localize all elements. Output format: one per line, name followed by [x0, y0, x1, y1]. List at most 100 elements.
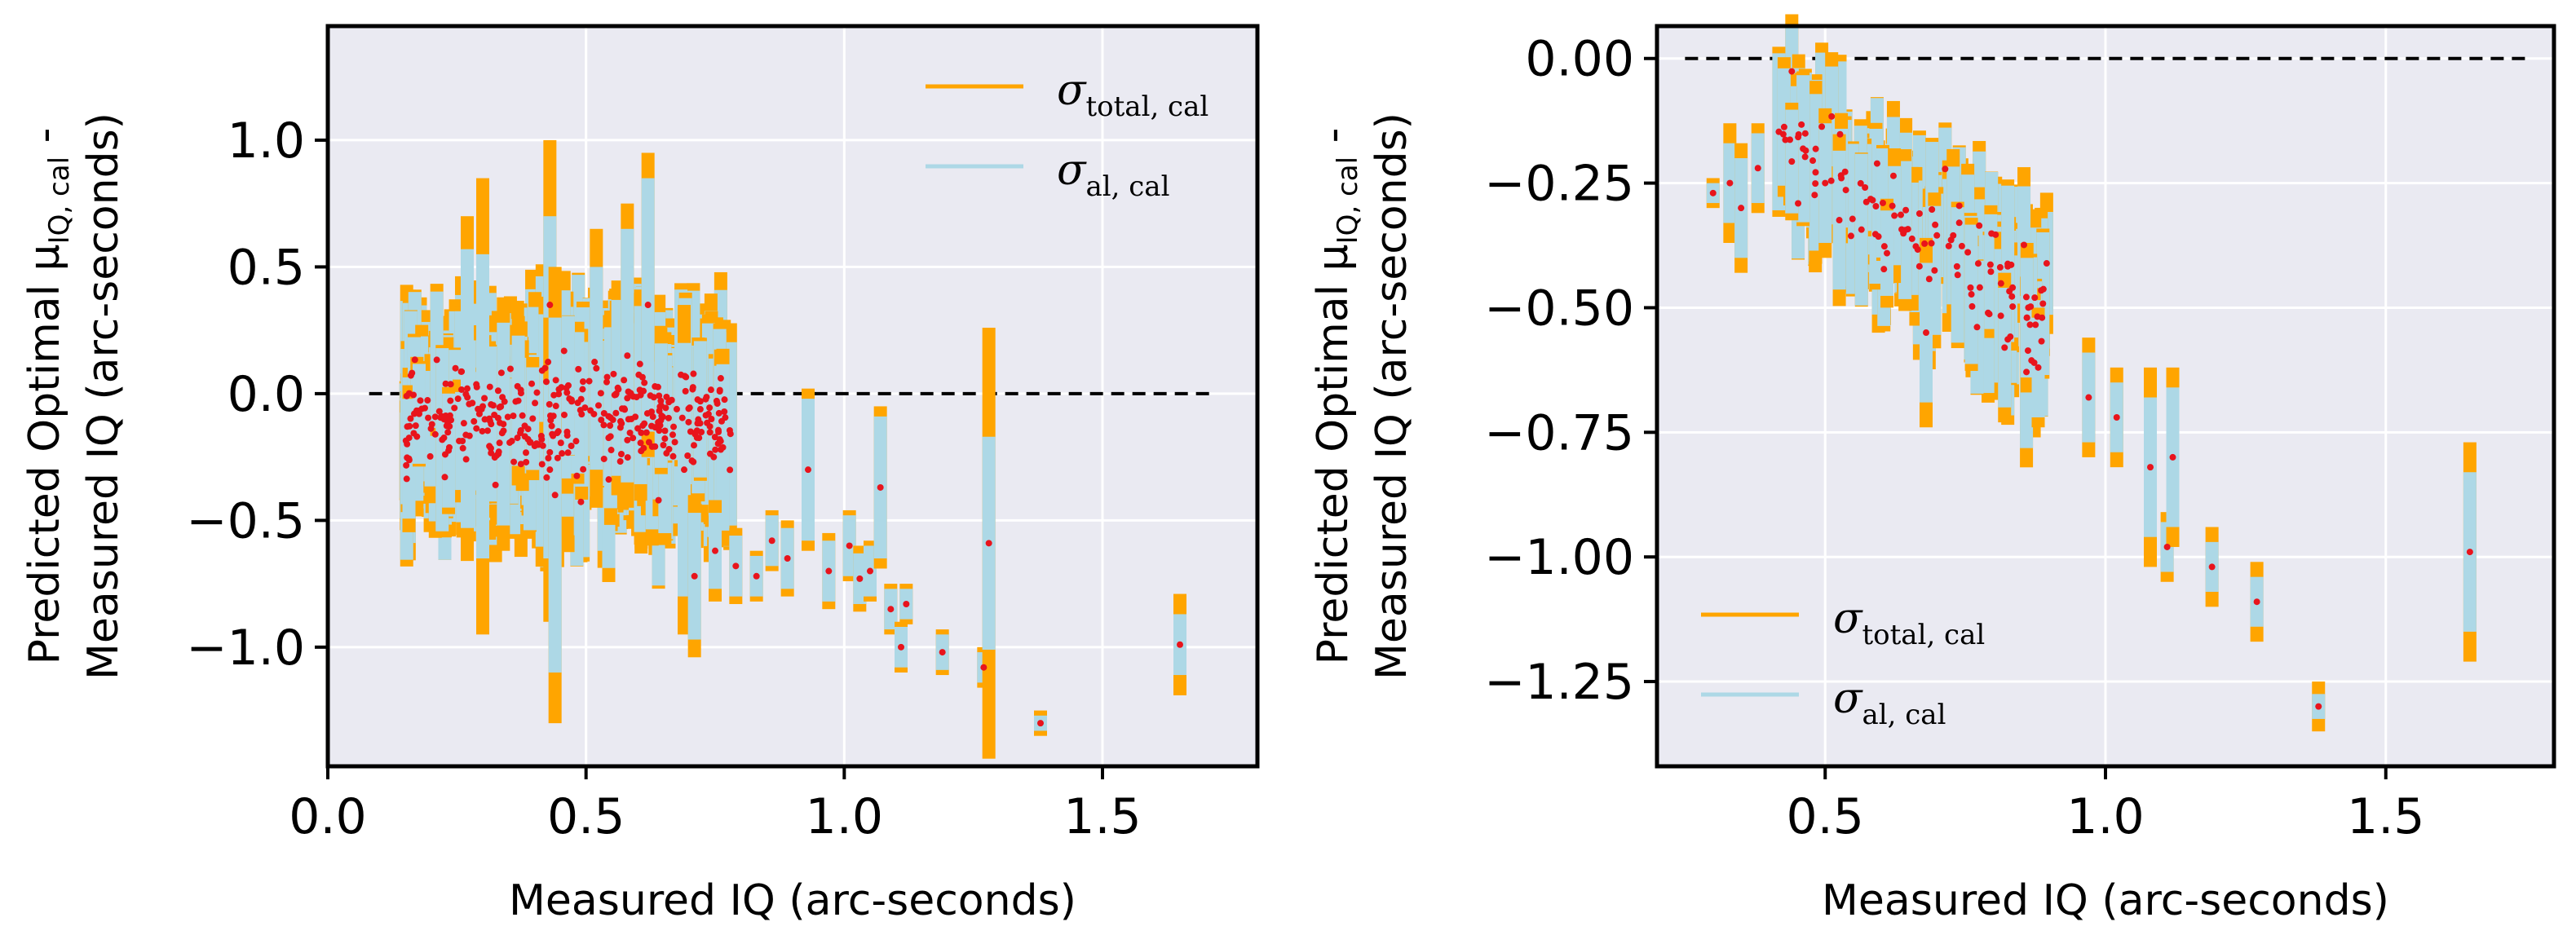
right-data-point — [1889, 202, 1896, 210]
right-data-point — [1800, 145, 1807, 152]
right-data-point — [1862, 183, 1869, 191]
left-data-point — [624, 454, 631, 461]
right-data-point — [1954, 271, 1961, 279]
left-data-point — [898, 643, 904, 651]
left-y-tick-label: 0.5 — [228, 239, 305, 296]
right-data-point — [2038, 337, 2045, 345]
left-data-point — [403, 461, 410, 469]
right-data-point — [1955, 219, 1963, 227]
right-data-point — [2113, 413, 2120, 421]
left-data-point — [710, 453, 718, 461]
left-data-point — [681, 466, 687, 474]
left-data-point — [678, 414, 686, 421]
left-data-point — [600, 421, 608, 429]
right-data-point — [1872, 202, 1880, 210]
right-data-point — [2039, 314, 2046, 321]
left-data-point — [473, 383, 480, 390]
left-data-point — [479, 403, 486, 410]
left-data-point — [663, 450, 670, 457]
right-x-tick-label: 0.5 — [1787, 788, 1864, 845]
left-data-point — [405, 435, 413, 442]
right-data-point — [1836, 130, 1844, 138]
left-y-axis-label: Predicted Optimal μIQ, cal - Measured IQ… — [20, 112, 128, 680]
right-data-point — [1988, 230, 1995, 237]
left-data-point — [985, 540, 992, 547]
left-data-point — [721, 408, 728, 415]
right-data-point — [1827, 177, 1835, 184]
left-data-point — [508, 438, 515, 445]
right-ticks: 0.5 1.0 1.5 0.00 −0.25 −0.50 −0.75 −1.00 −1.25 — [1484, 31, 2424, 845]
right-data-point — [2001, 344, 2008, 351]
left-data-point — [706, 429, 714, 436]
right-data-point — [1912, 243, 1920, 250]
left-data-point — [543, 474, 550, 481]
right-data-point — [1986, 311, 1993, 318]
left-data-point — [712, 547, 718, 554]
left-data-point — [580, 465, 587, 473]
left-data-point — [500, 421, 507, 428]
left-data-point — [532, 399, 539, 407]
left-data-point — [471, 417, 478, 425]
left-data-point — [708, 415, 715, 422]
right-y-axis-label-line2: Measured IQ (arc-seconds) — [1368, 112, 1416, 680]
left-data-point — [656, 427, 663, 435]
right-data-point — [2009, 303, 2017, 311]
left-data-point — [600, 455, 608, 462]
right-data-point — [1908, 235, 1915, 242]
right-data-point — [2039, 300, 2047, 307]
left-data-point — [546, 448, 554, 456]
left-data-point — [545, 359, 552, 366]
left-data-point — [605, 476, 612, 483]
right-x-tick-label: 1.5 — [2347, 788, 2424, 845]
left-error-bars — [399, 139, 1186, 759]
left-data-point — [504, 413, 511, 421]
right-data-point — [1862, 198, 1870, 205]
left-data-point — [607, 414, 614, 421]
left-data-point — [612, 409, 620, 417]
right-data-point — [2147, 464, 2154, 471]
left-data-point — [510, 458, 518, 465]
left-data-point — [521, 422, 528, 430]
left-data-point — [441, 474, 448, 481]
right-data-point — [1997, 312, 2004, 320]
left-data-point — [532, 440, 540, 448]
left-data-point — [637, 391, 644, 399]
left-y-tick-label: −1.0 — [186, 620, 305, 677]
left-data-point — [479, 427, 486, 435]
left-data-point — [660, 441, 667, 448]
left-data-point — [661, 435, 669, 443]
left-data-point — [500, 427, 507, 435]
right-data-point — [1968, 302, 1976, 310]
right-points — [1709, 68, 2473, 710]
right-data-point — [1958, 242, 1965, 249]
right-data-point — [2031, 294, 2039, 302]
right-data-point — [1945, 242, 1952, 249]
right-data-point — [1822, 179, 1829, 187]
right-data-point — [1931, 267, 1938, 274]
left-data-point — [454, 395, 462, 403]
right-data-point — [2021, 241, 2028, 249]
left-data-point — [657, 397, 665, 404]
left-data-point — [547, 417, 555, 424]
left-data-point — [657, 402, 665, 409]
right-data-point — [1782, 136, 1789, 143]
right-data-point — [1828, 112, 1836, 120]
left-data-point — [431, 413, 439, 421]
left-data-point — [404, 423, 411, 430]
right-data-point — [1880, 266, 1888, 273]
left-data-point — [600, 410, 608, 417]
right-data-point — [2208, 563, 2216, 571]
left-data-point — [846, 542, 853, 549]
left-data-point — [427, 425, 435, 432]
right-data-point — [2023, 368, 2030, 376]
left-data-point — [696, 435, 703, 442]
left-data-point — [519, 412, 526, 419]
left-data-point — [719, 443, 727, 451]
left-data-point — [575, 365, 582, 373]
left-data-point — [706, 404, 714, 412]
left-data-point — [581, 404, 589, 412]
right-data-point — [2163, 543, 2171, 550]
left-data-point — [616, 458, 624, 465]
left-x-tick-label: 1.5 — [1063, 788, 1141, 845]
left-data-point — [670, 423, 678, 430]
